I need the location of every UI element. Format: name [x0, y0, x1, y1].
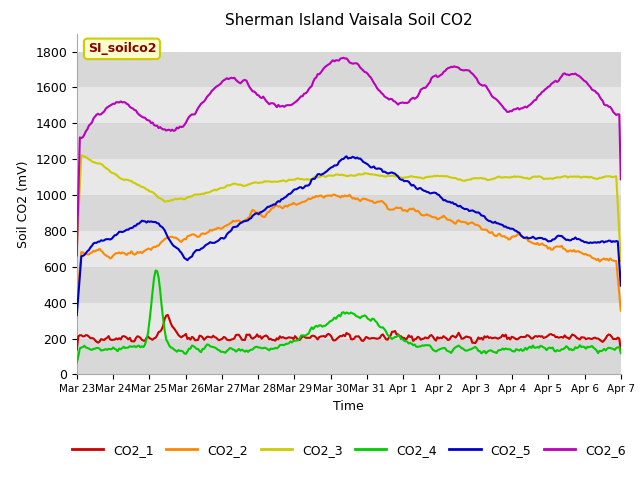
X-axis label: Time: Time: [333, 400, 364, 413]
Bar: [77, 123, 621, 159]
Bar: [77, 303, 621, 338]
Bar: [77, 267, 621, 303]
Bar: [77, 87, 621, 123]
Bar: [77, 231, 621, 267]
Y-axis label: Soil CO2 (mV): Soil CO2 (mV): [17, 160, 29, 248]
Text: SI_soilco2: SI_soilco2: [88, 42, 156, 55]
Bar: [77, 159, 621, 195]
Bar: [77, 51, 621, 87]
Bar: [77, 195, 621, 231]
Title: Sherman Island Vaisala Soil CO2: Sherman Island Vaisala Soil CO2: [225, 13, 472, 28]
Bar: [77, 338, 621, 374]
Legend: CO2_1, CO2_2, CO2_3, CO2_4, CO2_5, CO2_6: CO2_1, CO2_2, CO2_3, CO2_4, CO2_5, CO2_6: [67, 439, 631, 462]
